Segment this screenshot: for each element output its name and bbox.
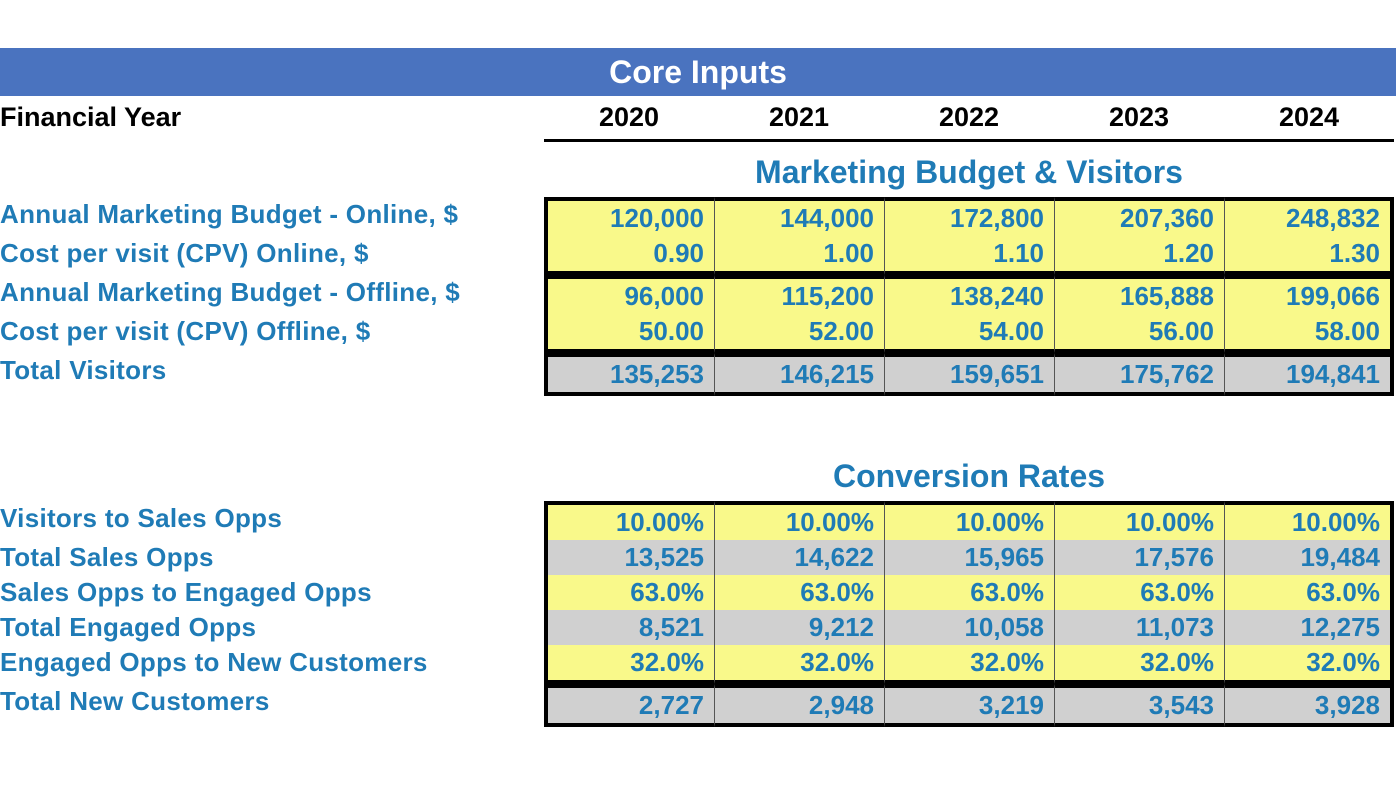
data-cell[interactable]: 146,215: [714, 353, 884, 396]
data-cell[interactable]: 52.00: [714, 314, 884, 353]
data-cell[interactable]: 3,928: [1224, 684, 1394, 727]
data-cell[interactable]: 135,253: [544, 353, 714, 396]
row-label: Annual Marketing Budget - Online, $: [0, 197, 544, 236]
data-cell[interactable]: 63.0%: [1224, 575, 1394, 610]
data-cell[interactable]: 32.0%: [884, 645, 1054, 684]
year-col-2: 2022: [884, 96, 1054, 142]
data-cell[interactable]: 1.20: [1054, 236, 1224, 275]
financial-year-row: Financial Year 2020 2021 2022 2023 2024: [0, 96, 1396, 142]
data-cell[interactable]: 10.00%: [714, 501, 884, 540]
data-cell[interactable]: 15,965: [884, 540, 1054, 575]
year-col-0: 2020: [544, 96, 714, 142]
section-title-conversion: Conversion Rates: [544, 446, 1394, 501]
year-col-1: 2021: [714, 96, 884, 142]
row-label: Cost per visit (CPV) Offline, $: [0, 314, 544, 353]
data-cell[interactable]: 248,832: [1224, 197, 1394, 236]
data-cell[interactable]: 14,622: [714, 540, 884, 575]
data-cell[interactable]: 3,543: [1054, 684, 1224, 727]
row-label: Engaged Opps to New Customers: [0, 645, 544, 684]
row-label: Sales Opps to Engaged Opps: [0, 575, 544, 610]
data-cell[interactable]: 11,073: [1054, 610, 1224, 645]
data-cell[interactable]: 2,727: [544, 684, 714, 727]
financial-year-label: Financial Year: [0, 96, 544, 142]
data-cell[interactable]: 63.0%: [1054, 575, 1224, 610]
data-cell[interactable]: 3,219: [884, 684, 1054, 727]
data-cell[interactable]: 32.0%: [1224, 645, 1394, 684]
data-cell[interactable]: 10.00%: [1054, 501, 1224, 540]
data-cell[interactable]: 63.0%: [884, 575, 1054, 610]
data-cell[interactable]: 50.00: [544, 314, 714, 353]
data-cell[interactable]: 1.30: [1224, 236, 1394, 275]
section-marketing: Marketing Budget & Visitors: [0, 142, 1396, 197]
row-label: Total Visitors: [0, 353, 544, 396]
row-label: Total Sales Opps: [0, 540, 544, 575]
data-cell[interactable]: 0.90: [544, 236, 714, 275]
section-conversion: Conversion Rates: [0, 446, 1396, 501]
data-cell[interactable]: 10.00%: [1224, 501, 1394, 540]
data-cell[interactable]: 12,275: [1224, 610, 1394, 645]
data-cell[interactable]: 207,360: [1054, 197, 1224, 236]
section-title-marketing: Marketing Budget & Visitors: [544, 142, 1394, 197]
row-label: Total New Customers: [0, 684, 544, 727]
data-cell[interactable]: 58.00: [1224, 314, 1394, 353]
data-cell[interactable]: 10.00%: [884, 501, 1054, 540]
data-cell[interactable]: 175,762: [1054, 353, 1224, 396]
sheet-title-bar: Core Inputs: [0, 48, 1396, 96]
row-label: Annual Marketing Budget - Offline, $: [0, 275, 544, 314]
row-label: Cost per visit (CPV) Online, $: [0, 236, 544, 275]
data-cell[interactable]: 56.00: [1054, 314, 1224, 353]
data-cell[interactable]: 13,525: [544, 540, 714, 575]
data-cell[interactable]: 32.0%: [544, 645, 714, 684]
data-cell[interactable]: 159,651: [884, 353, 1054, 396]
section-spacer: [0, 446, 544, 501]
section-spacer: [0, 142, 544, 197]
data-cell[interactable]: 199,066: [1224, 275, 1394, 314]
section-gap: [0, 396, 1396, 446]
data-cell[interactable]: 63.0%: [714, 575, 884, 610]
data-cell[interactable]: 1.00: [714, 236, 884, 275]
data-cell[interactable]: 96,000: [544, 275, 714, 314]
data-cell[interactable]: 115,200: [714, 275, 884, 314]
data-cell[interactable]: 2,948: [714, 684, 884, 727]
data-cell[interactable]: 32.0%: [714, 645, 884, 684]
spreadsheet-sheet: Core Inputs Financial Year 2020 2021 202…: [0, 0, 1396, 727]
data-cell[interactable]: 1.10: [884, 236, 1054, 275]
data-cell[interactable]: 120,000: [544, 197, 714, 236]
row-label: Visitors to Sales Opps: [0, 501, 544, 540]
year-col-4: 2024: [1224, 96, 1394, 142]
data-cell[interactable]: 165,888: [1054, 275, 1224, 314]
data-cell[interactable]: 194,841: [1224, 353, 1394, 396]
data-cell[interactable]: 9,212: [714, 610, 884, 645]
year-col-3: 2023: [1054, 96, 1224, 142]
data-cell[interactable]: 138,240: [884, 275, 1054, 314]
data-cell[interactable]: 10.00%: [544, 501, 714, 540]
data-cell[interactable]: 63.0%: [544, 575, 714, 610]
data-cell[interactable]: 19,484: [1224, 540, 1394, 575]
section-conversion-rows: Visitors to Sales Opps10.00%10.00%10.00%…: [0, 501, 1396, 727]
section-marketing-rows: Annual Marketing Budget - Online, $120,0…: [0, 197, 1396, 396]
data-cell[interactable]: 10,058: [884, 610, 1054, 645]
data-cell[interactable]: 8,521: [544, 610, 714, 645]
data-cell[interactable]: 172,800: [884, 197, 1054, 236]
row-label: Total Engaged Opps: [0, 610, 544, 645]
data-cell[interactable]: 32.0%: [1054, 645, 1224, 684]
data-cell[interactable]: 144,000: [714, 197, 884, 236]
data-cell[interactable]: 54.00: [884, 314, 1054, 353]
data-cell[interactable]: 17,576: [1054, 540, 1224, 575]
